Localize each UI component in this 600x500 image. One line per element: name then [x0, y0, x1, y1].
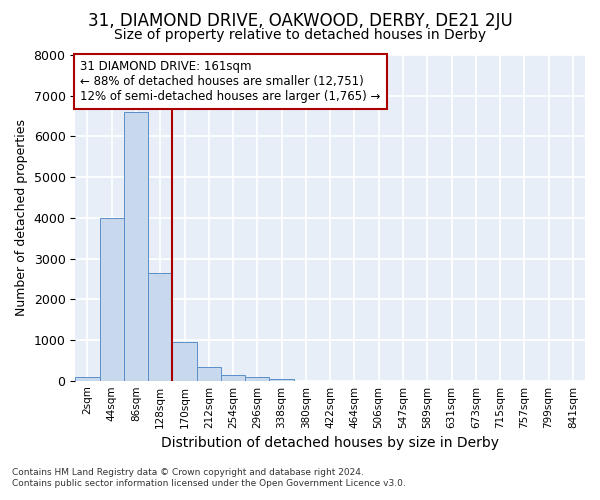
Text: 31, DIAMOND DRIVE, OAKWOOD, DERBY, DE21 2JU: 31, DIAMOND DRIVE, OAKWOOD, DERBY, DE21 … [88, 12, 512, 30]
Bar [75, 378, 100, 380]
Bar [100, 218, 124, 380]
Text: Size of property relative to detached houses in Derby: Size of property relative to detached ho… [114, 28, 486, 42]
Bar [221, 375, 245, 380]
Text: 31 DIAMOND DRIVE: 161sqm
← 88% of detached houses are smaller (12,751)
12% of se: 31 DIAMOND DRIVE: 161sqm ← 88% of detach… [80, 60, 381, 103]
Bar [197, 367, 221, 380]
Bar [245, 377, 269, 380]
Text: Contains HM Land Registry data © Crown copyright and database right 2024.
Contai: Contains HM Land Registry data © Crown c… [12, 468, 406, 487]
X-axis label: Distribution of detached houses by size in Derby: Distribution of detached houses by size … [161, 436, 499, 450]
Bar [124, 112, 148, 380]
Bar [269, 378, 294, 380]
Bar [172, 342, 197, 380]
Bar [148, 273, 172, 380]
Y-axis label: Number of detached properties: Number of detached properties [15, 120, 28, 316]
